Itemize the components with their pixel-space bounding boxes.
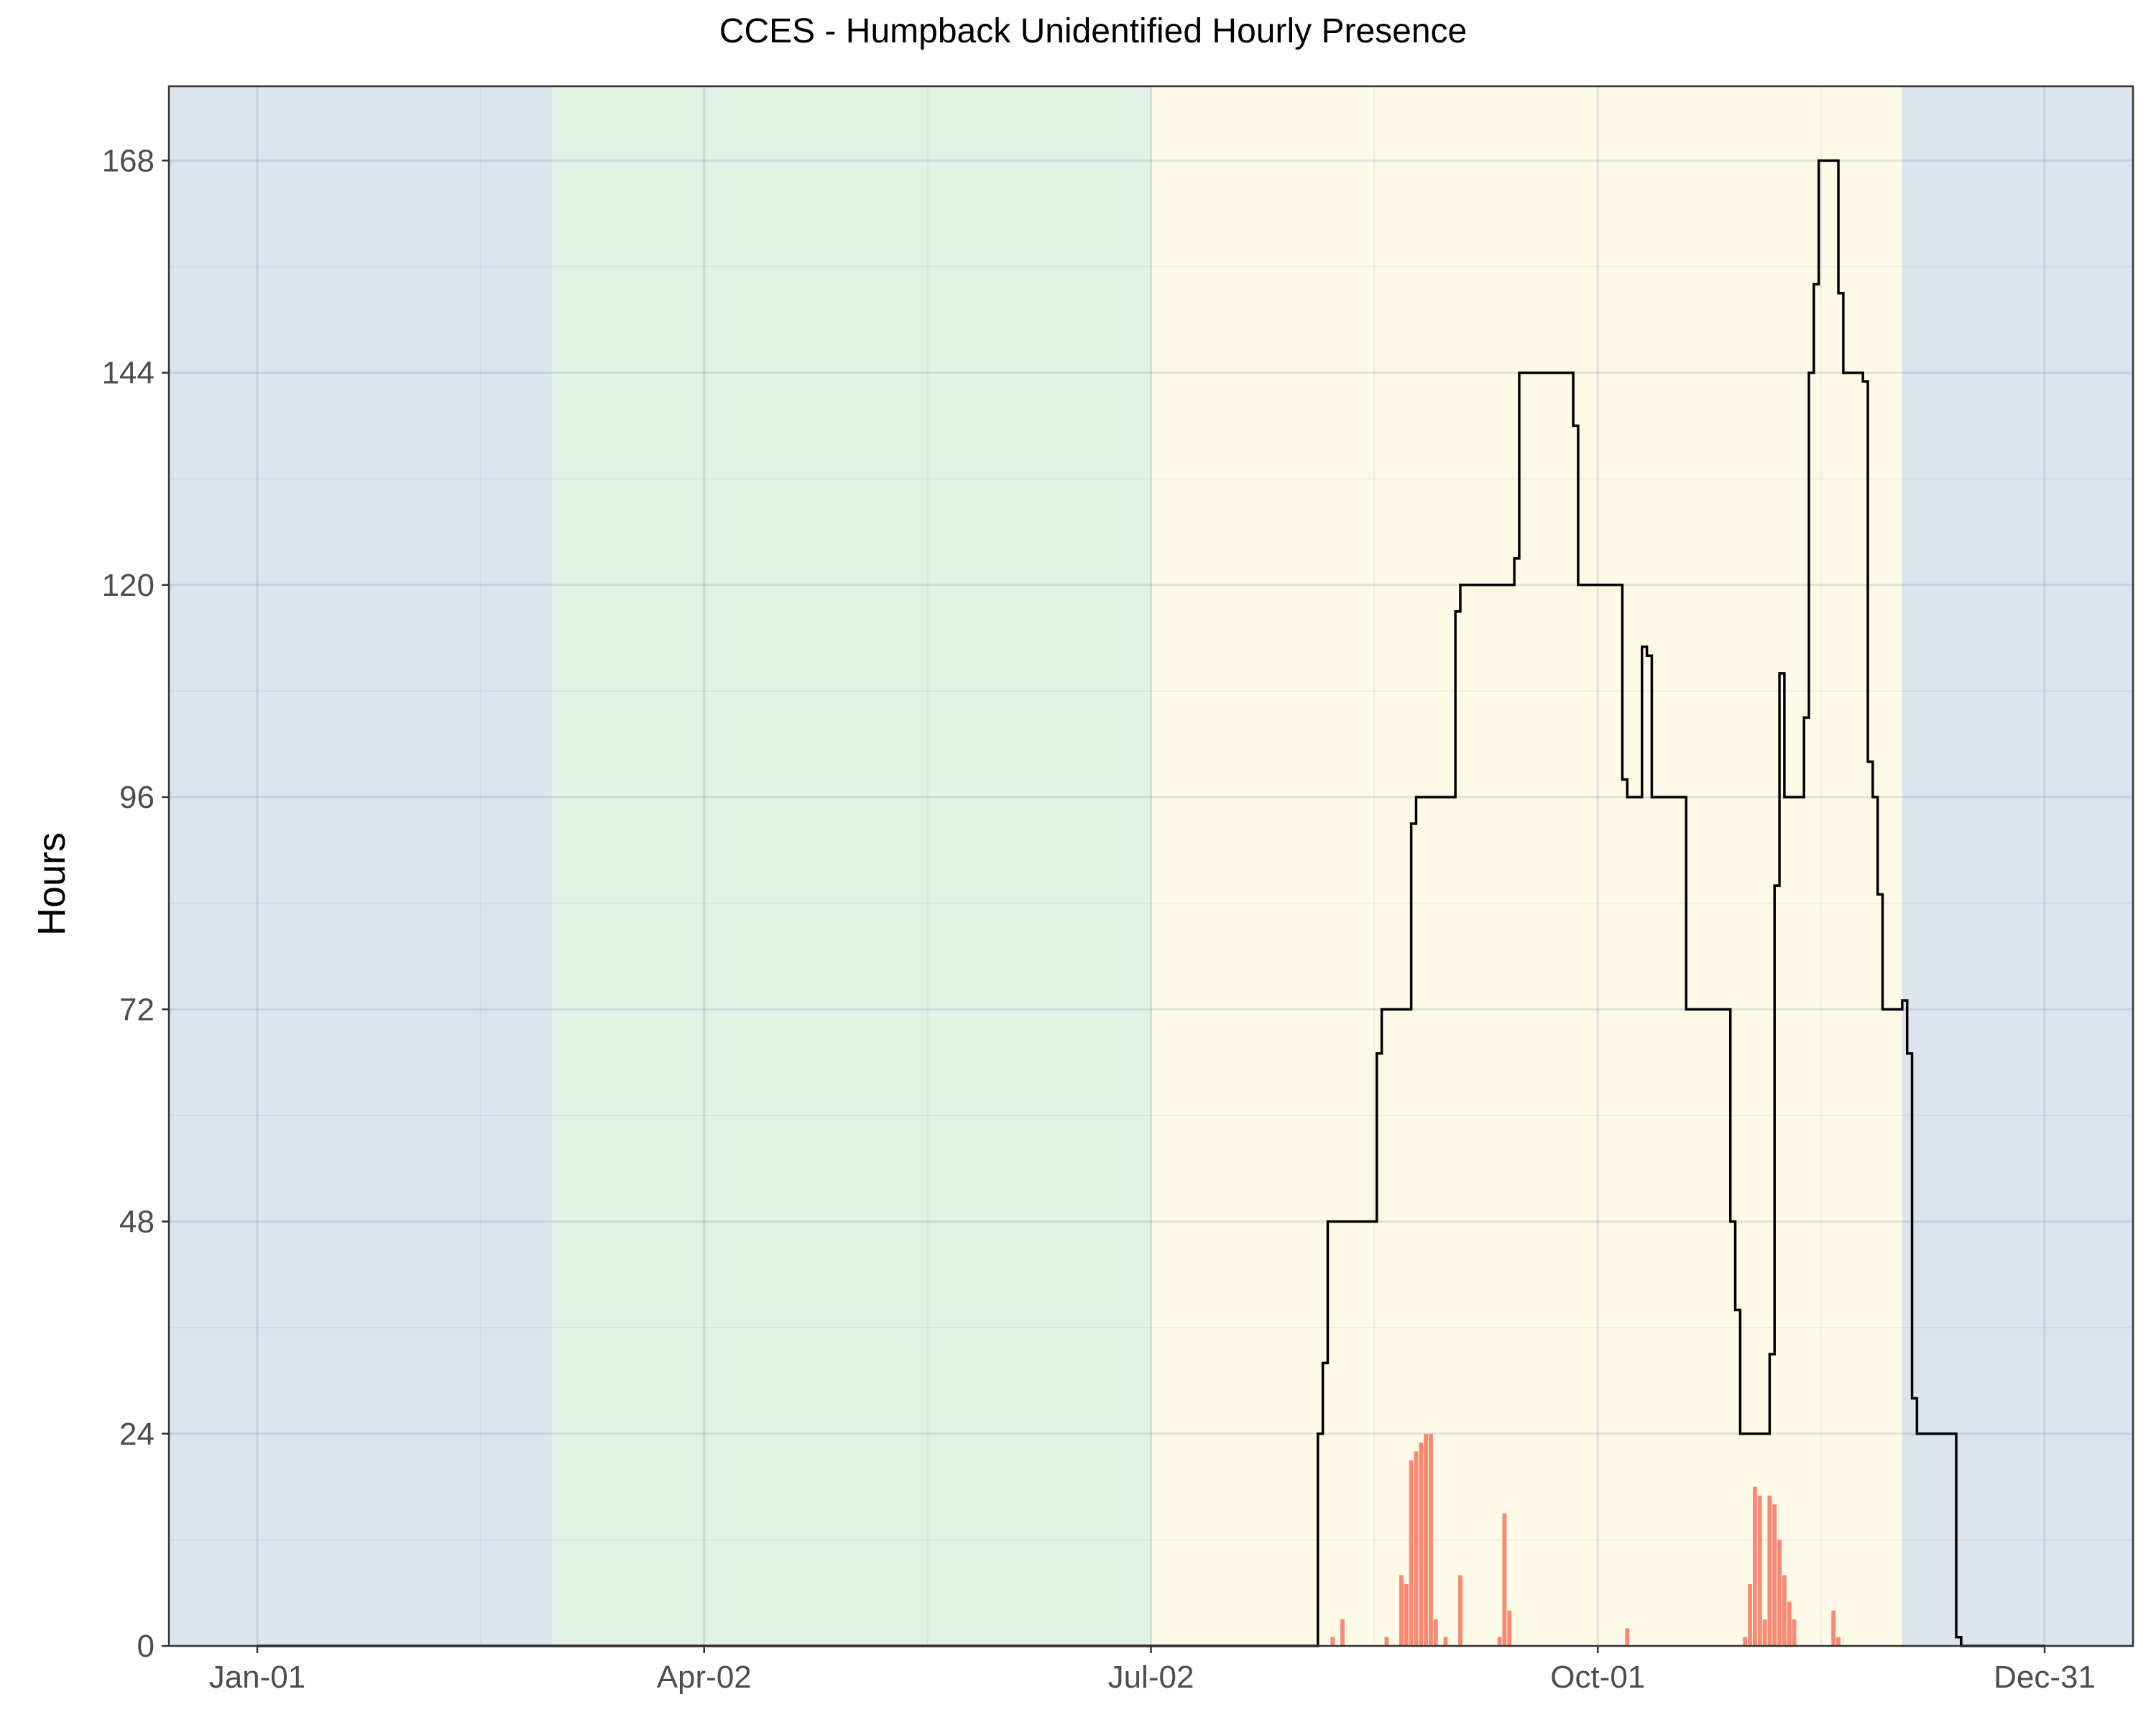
- y-tick-label: 0: [137, 1629, 155, 1664]
- bar: [1831, 1610, 1836, 1646]
- bar: [1836, 1637, 1841, 1646]
- bar: [1414, 1451, 1419, 1646]
- cumulative-step-line: [257, 159, 2045, 1647]
- bar: [1384, 1637, 1389, 1646]
- bar: [1757, 1495, 1762, 1646]
- bar: [1752, 1486, 1757, 1646]
- bar: [1507, 1610, 1512, 1646]
- bar: [1497, 1637, 1502, 1646]
- bar: [1433, 1619, 1438, 1646]
- y-tick-label: 144: [102, 356, 155, 391]
- x-tick-label: Jan-01: [209, 1660, 306, 1695]
- bar: [1787, 1601, 1792, 1646]
- y-tick-label: 168: [102, 143, 155, 178]
- bar: [1748, 1583, 1752, 1646]
- bar: [1419, 1443, 1424, 1646]
- bar: [1399, 1575, 1404, 1646]
- bar: [1458, 1575, 1462, 1646]
- season-band-3: [1902, 86, 2133, 1646]
- season-band-1: [551, 86, 1151, 1646]
- y-tick-label: 72: [119, 992, 155, 1027]
- bar: [1404, 1583, 1409, 1646]
- bar: [1743, 1637, 1748, 1646]
- x-tick-label: Jul-02: [1108, 1660, 1194, 1695]
- bar: [1767, 1495, 1772, 1646]
- y-tick-label: 96: [119, 780, 155, 815]
- bar: [1443, 1637, 1448, 1646]
- x-tick-label: Oct-01: [1550, 1660, 1645, 1695]
- bar: [1762, 1619, 1767, 1646]
- x-tick-label: Apr-02: [657, 1660, 752, 1695]
- bar: [1782, 1575, 1787, 1646]
- y-tick-label: 120: [102, 568, 155, 603]
- x-tick-label: Dec-31: [1994, 1660, 2096, 1695]
- bar: [1777, 1540, 1782, 1646]
- bar: [1424, 1433, 1429, 1646]
- plot-area: 0 24 48 72 96 120 144 168 Jan-01 Apr-02 Jul-02 Oct-…: [102, 85, 2134, 1695]
- bar: [1409, 1460, 1414, 1646]
- season-band-2: [1151, 86, 1902, 1646]
- season-band-0: [169, 86, 552, 1646]
- bar: [1330, 1637, 1335, 1646]
- bar: [1625, 1628, 1630, 1646]
- bar: [1340, 1619, 1345, 1646]
- bar: [1772, 1504, 1777, 1646]
- chart-title: CCES - Humpback Unidentified Hourly Pres…: [719, 12, 1467, 50]
- bar: [1429, 1433, 1433, 1646]
- y-tick-label: 48: [119, 1205, 155, 1240]
- y-axis-title: Hours: [30, 832, 73, 936]
- bar: [1792, 1619, 1797, 1646]
- bar: [1502, 1513, 1507, 1646]
- y-tick-label: 24: [119, 1417, 155, 1452]
